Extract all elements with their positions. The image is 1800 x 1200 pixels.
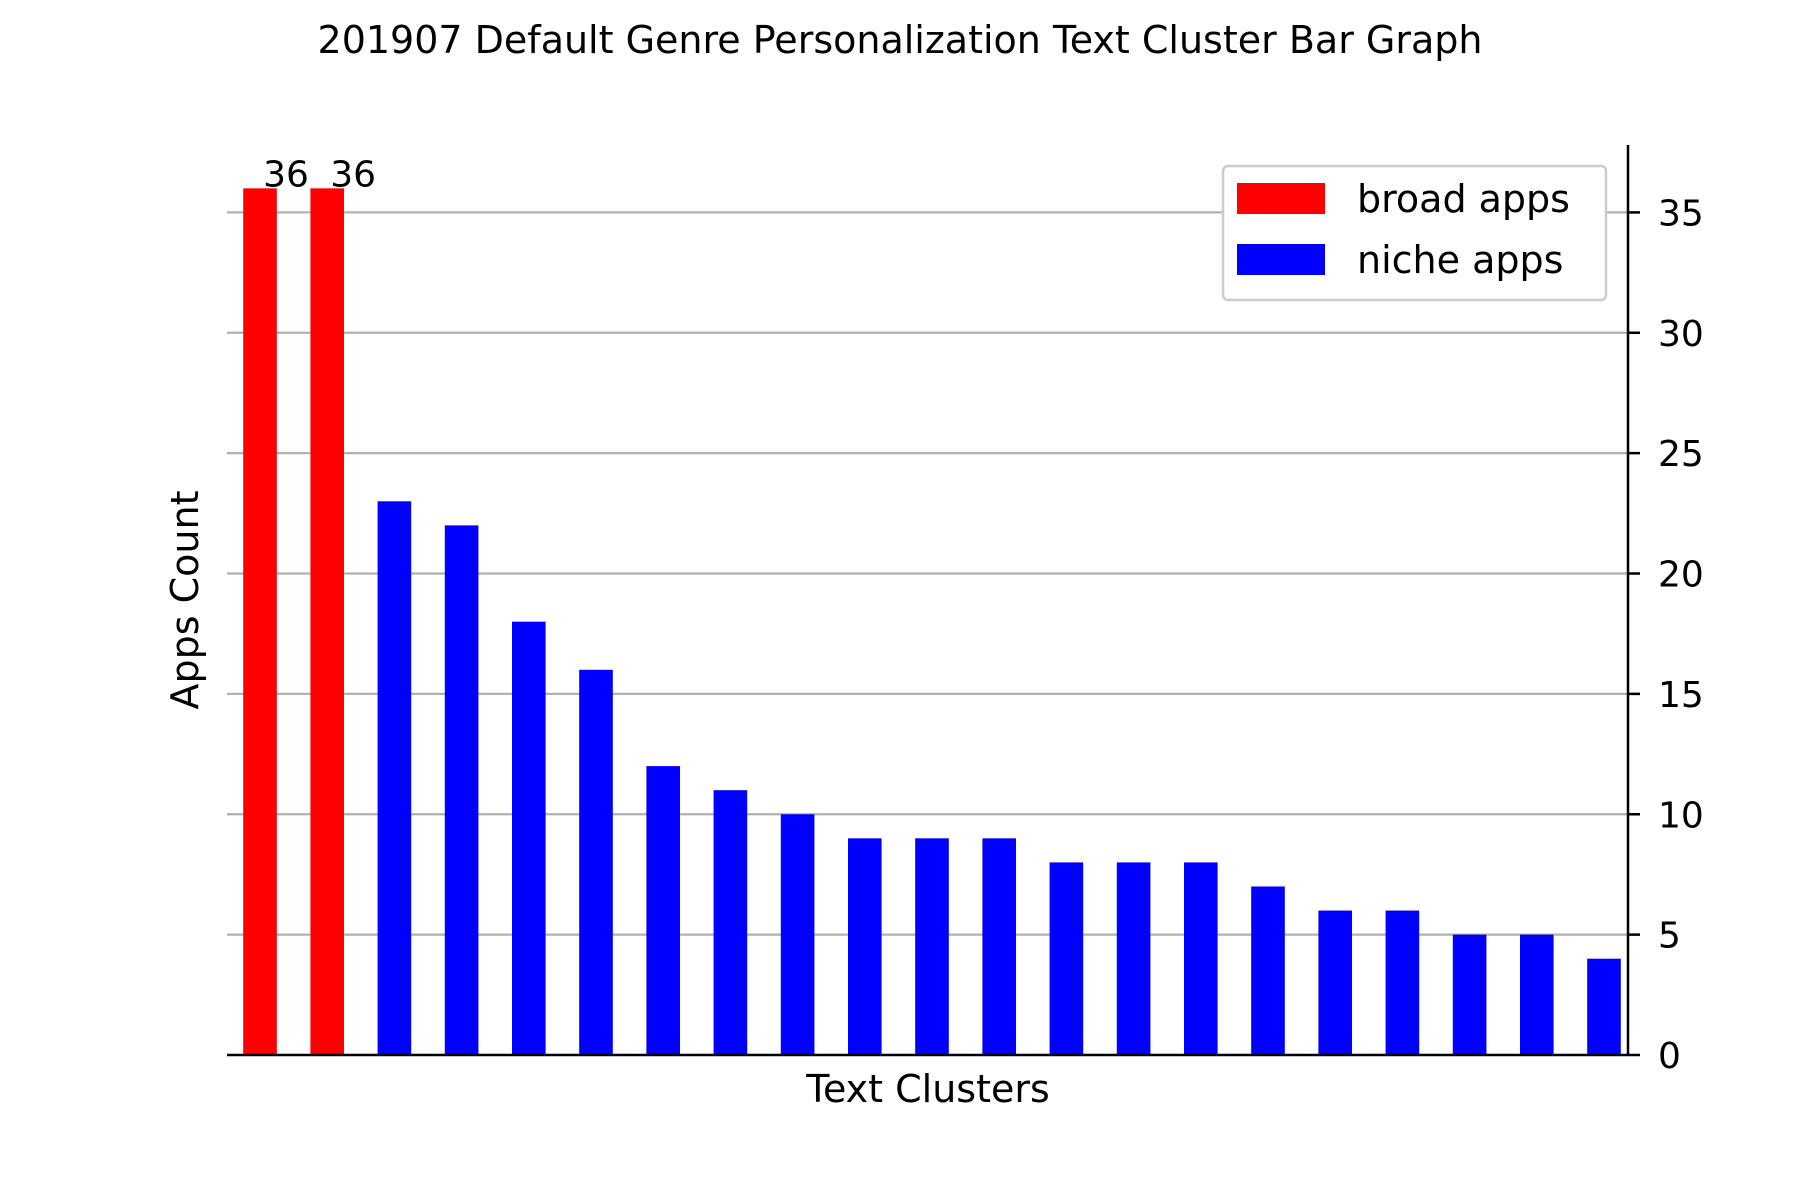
x-axis-label: Text Clusters	[805, 1067, 1050, 1111]
bar-niche-apps-16	[1251, 886, 1285, 1055]
legend-label-broad-apps: broad apps	[1357, 177, 1570, 221]
bar-niche-apps-18	[1385, 910, 1420, 1055]
bar-broad-apps-1	[243, 188, 277, 1056]
bar-niche-apps-13	[1049, 862, 1084, 1055]
data-labels: 36 36	[263, 154, 376, 195]
legend: broad apps niche apps	[1221, 164, 1608, 302]
bar-niche-apps-14	[1116, 862, 1151, 1055]
chart-title: 201907 Default Genre Personalization Tex…	[318, 18, 1483, 62]
bar-value-label: 36	[263, 154, 309, 195]
bar-niche-apps-4	[444, 525, 479, 1055]
bar-niche-apps-5	[512, 621, 546, 1055]
bar-niche-apps-7	[646, 766, 680, 1055]
y-axis-label: Apps Count	[163, 491, 207, 710]
bar-broad-apps-2	[310, 188, 344, 1056]
y-tick-label: 25	[1658, 434, 1704, 475]
bar-niche-apps-3	[377, 501, 412, 1056]
bar-value-label: 36	[330, 154, 376, 195]
bar-niche-apps-6	[579, 669, 613, 1055]
bar-niche-apps-8	[713, 790, 748, 1055]
bar-niche-apps-15	[1184, 862, 1218, 1055]
y-tick-label: 5	[1658, 916, 1681, 957]
bar-niche-apps-21	[1587, 958, 1621, 1055]
y-tick-label: 30	[1658, 314, 1704, 355]
bar-niche-apps-11	[915, 838, 949, 1055]
bars	[243, 188, 1621, 1056]
legend-swatch-niche-apps	[1237, 244, 1325, 275]
legend-swatch-broad-apps	[1237, 183, 1325, 214]
y-tick-label: 10	[1658, 795, 1704, 836]
y-tick-label: 15	[1658, 675, 1704, 716]
bar-niche-apps-19	[1452, 934, 1487, 1055]
bar-niche-apps-12	[982, 838, 1016, 1055]
legend-label-niche-apps: niche apps	[1357, 238, 1563, 282]
bar-niche-apps-10	[848, 838, 882, 1055]
bar-niche-apps-20	[1520, 934, 1554, 1055]
y-tick-label: 0	[1658, 1036, 1681, 1077]
bar-niche-apps-17	[1318, 910, 1352, 1055]
y-axis-ticks: 0 5 10 15 20 25 30 35	[1628, 193, 1704, 1077]
y-tick-label: 35	[1658, 193, 1704, 234]
y-tick-label: 20	[1658, 555, 1704, 596]
gridlines	[227, 211, 1628, 936]
bar-niche-apps-9	[780, 814, 815, 1055]
